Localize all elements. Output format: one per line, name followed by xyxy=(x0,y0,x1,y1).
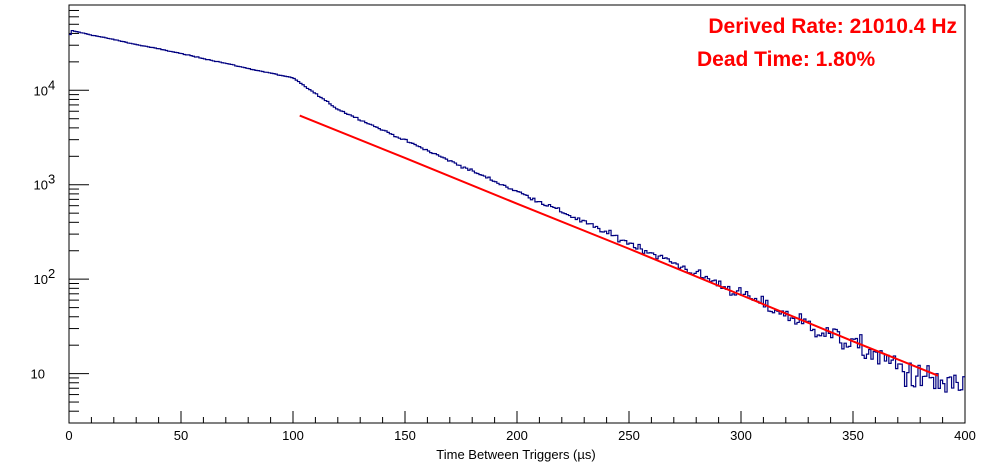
derived-rate-annotation: Derived Rate: 21010.4 Hz xyxy=(708,15,957,38)
y-tick-exponent: 2 xyxy=(48,266,55,281)
x-tick-label: 250 xyxy=(618,428,640,443)
histogram-series xyxy=(69,29,965,393)
x-tick-label: 350 xyxy=(842,428,864,443)
y-tick-exponent: 4 xyxy=(48,77,55,92)
y-tick-label: 10 xyxy=(31,367,45,382)
y-tick-label: 10 xyxy=(34,178,48,193)
x-tick-labels: 0 50 100 150 200 250 300 350 400 xyxy=(65,428,975,443)
axis-ticks xyxy=(68,4,966,424)
dead-time-annotation: Dead Time: 1.80% xyxy=(697,48,876,71)
x-tick-label: 300 xyxy=(730,428,752,443)
y-tick-label: 10 xyxy=(34,272,48,287)
y-tick-label: 10 xyxy=(34,83,48,98)
y-tick-exponent: 3 xyxy=(48,172,55,187)
x-tick-label: 200 xyxy=(506,428,528,443)
x-tick-label: 400 xyxy=(954,428,976,443)
fit-curve xyxy=(299,114,939,377)
x-tick-label: 150 xyxy=(394,428,416,443)
x-tick-label: 50 xyxy=(174,428,188,443)
x-axis-title: Time Between Triggers (µs) xyxy=(436,447,595,462)
x-tick-label: 0 xyxy=(65,428,72,443)
x-tick-label: 100 xyxy=(282,428,304,443)
